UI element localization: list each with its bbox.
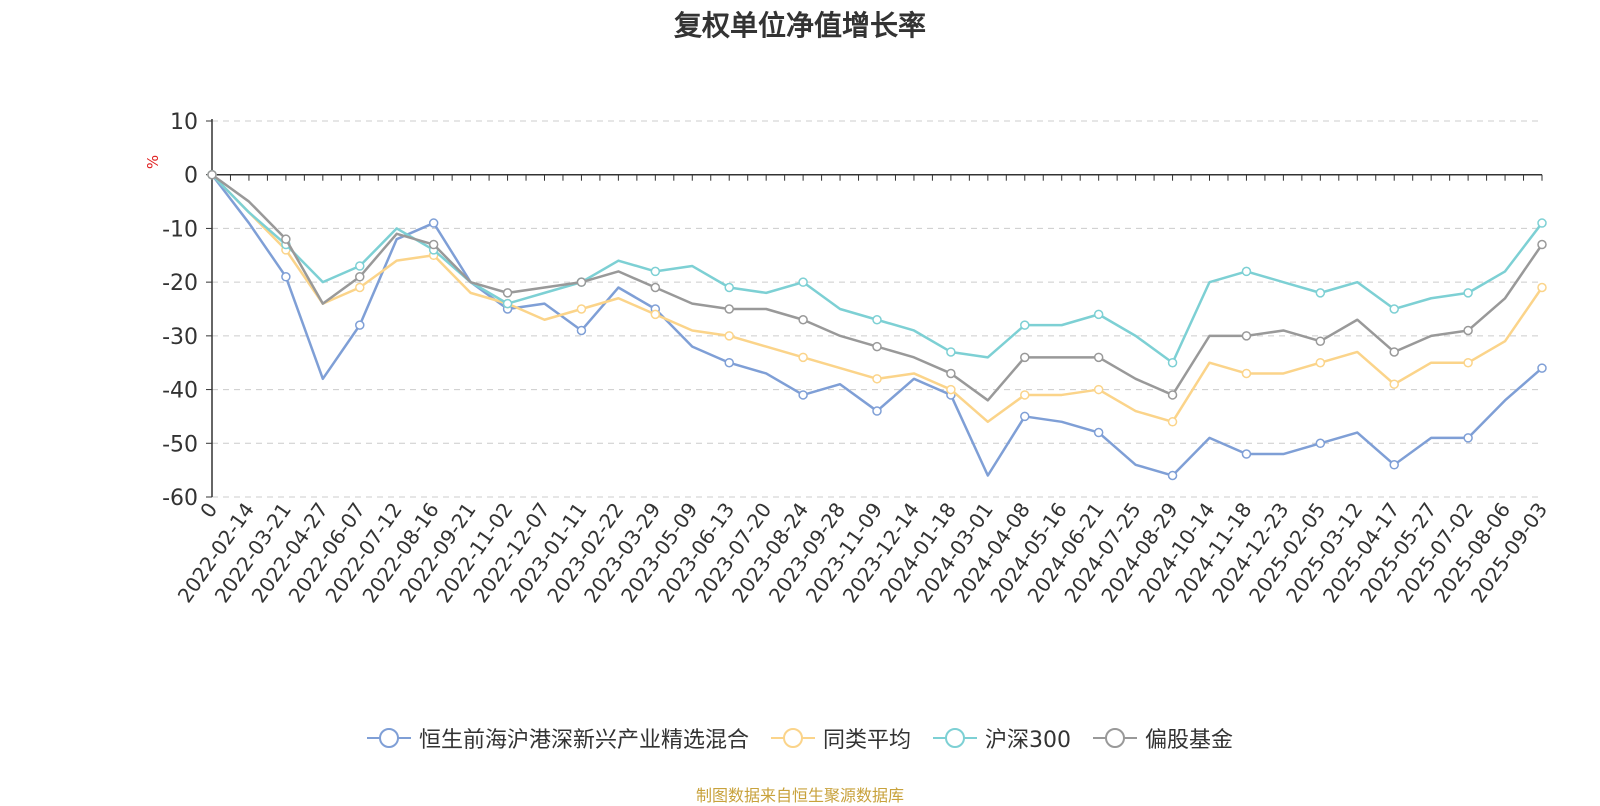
data-point: [1020, 352, 1030, 363]
data-point: [1463, 288, 1473, 298]
data-point: [576, 304, 587, 314]
series-line-1: [211, 173, 1544, 424]
data-point: [1537, 218, 1547, 228]
data-point: [1315, 438, 1326, 449]
data-point: [1093, 384, 1104, 395]
legend-item-peer-avg[interactable]: 同类平均: [770, 722, 911, 754]
legend-item-fund[interactable]: 恒生前海沪港深新兴产业精选混合: [366, 722, 749, 754]
data-point: [1463, 433, 1473, 443]
data-point: [1093, 427, 1104, 438]
y-tick-label: -30: [162, 325, 198, 350]
data-point: [724, 357, 734, 368]
data-point: [1241, 331, 1252, 341]
data-point: [502, 288, 513, 298]
data-point: [1241, 449, 1252, 459]
data-point: [1315, 288, 1326, 298]
legend-label-equity-fund: 偏股基金: [1145, 728, 1234, 753]
data-point: [1389, 460, 1399, 470]
data-point: [1463, 357, 1473, 368]
data-point: [576, 325, 587, 336]
line-chart: 100-10-20-30-40-50-60%02022-02-142022-03…: [144, 110, 1552, 607]
series-line-0: [211, 173, 1543, 477]
y-tick-label: -50: [162, 432, 198, 457]
data-point: [946, 368, 956, 379]
data-point: [724, 331, 734, 341]
data-point: [1463, 325, 1473, 336]
data-point: [428, 239, 439, 250]
data-point: [207, 169, 217, 180]
x-tick-label: 0: [195, 498, 222, 522]
data-point: [1093, 352, 1104, 363]
data-point: [281, 234, 291, 244]
data-point: [798, 314, 808, 325]
legend: 恒生前海沪港深新兴产业精选混合 同类平均 沪深300 偏股基金: [0, 722, 1600, 754]
data-point: [1167, 390, 1178, 400]
y-tick-label: 10: [170, 110, 198, 135]
data-point: [946, 347, 956, 357]
data-point: [1389, 379, 1399, 389]
y-tick-label: -60: [162, 486, 198, 511]
y-tick-label: -20: [162, 271, 198, 296]
y-tick-label: 0: [184, 164, 198, 189]
legend-marker-peer-avg-icon: [770, 728, 815, 748]
data-point: [1167, 357, 1178, 368]
data-point: [1537, 282, 1547, 293]
legend-marker-csi300-icon: [933, 728, 977, 748]
data-point: [1241, 368, 1252, 379]
legend-label-peer-avg: 同类平均: [822, 728, 911, 753]
data-point: [1389, 304, 1399, 314]
data-point: [798, 352, 808, 363]
data-point: [355, 320, 365, 330]
data-point: [1167, 417, 1178, 427]
legend-marker-fund-icon: [366, 728, 411, 748]
data-point: [1020, 320, 1030, 330]
data-point: [428, 218, 439, 228]
legend-marker-equity-fund-icon: [1093, 728, 1137, 748]
data-point: [576, 277, 587, 287]
data-point: [798, 277, 808, 287]
data-point: [650, 266, 661, 277]
data-point: [724, 282, 734, 293]
y-tick-label: -40: [162, 379, 198, 404]
data-point: [1315, 336, 1326, 346]
data-point: [798, 390, 808, 400]
chart-title: 复权单位净值增长率: [673, 9, 926, 42]
data-point: [281, 272, 291, 282]
data-point: [1315, 357, 1326, 368]
series-line-2: [211, 173, 1543, 364]
data-point: [1093, 309, 1104, 320]
data-point: [872, 406, 882, 416]
legend-item-equity-fund[interactable]: 偏股基金: [1093, 722, 1233, 754]
data-point: [650, 282, 661, 293]
data-point: [946, 384, 956, 395]
legend-label-fund: 恒生前海沪港深新兴产业精选混合: [418, 728, 749, 753]
data-point: [872, 374, 882, 384]
data-point: [1537, 239, 1547, 250]
data-point: [724, 304, 734, 314]
data-point: [502, 298, 513, 309]
data-point: [1241, 266, 1252, 277]
data-point: [1020, 411, 1030, 422]
data-point: [1020, 390, 1030, 400]
data-point: [1389, 347, 1399, 357]
data-source-note: 制图数据来自恒生聚源数据库: [695, 786, 904, 805]
legend-label-csi300: 沪深300: [985, 728, 1071, 753]
y-tick-label: -10: [162, 217, 198, 242]
data-point: [650, 309, 661, 320]
data-point: [872, 341, 882, 352]
legend-item-csi300[interactable]: 沪深300: [933, 722, 1071, 754]
data-point: [1537, 363, 1547, 373]
data-point: [355, 272, 365, 282]
data-point: [355, 261, 365, 271]
data-point: [872, 314, 882, 325]
y-axis-unit: %: [144, 155, 162, 169]
data-point: [1167, 470, 1178, 481]
data-point: [355, 282, 365, 293]
